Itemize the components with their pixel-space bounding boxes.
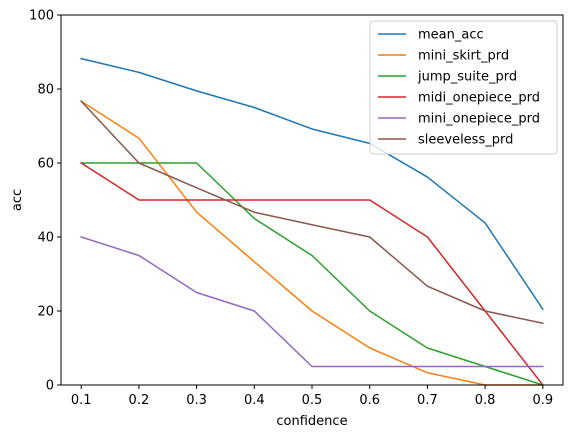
y-tick-label: 20: [37, 305, 54, 320]
y-axis-label: acc: [10, 189, 25, 211]
y-tick-label: 100: [29, 9, 54, 24]
x-tick-label: 0.6: [359, 393, 380, 408]
legend-label-mini_skirt_prd: mini_skirt_prd: [418, 49, 509, 64]
legend-items: mean_acc mini_skirt_prd jump_suite_prdmidi…: [378, 28, 540, 148]
x-tick-label: 0.4: [244, 393, 265, 408]
series-line-sleeveless_prd: [80, 100, 544, 325]
legend-label-mini_onepiece_prd: mini_onepiece_prd: [418, 112, 540, 127]
legend-label-sleeveless_prd: sleeveless_prd: [418, 133, 513, 148]
y-tick-label: 40: [37, 231, 54, 246]
x-axis-ticks: 0.1 0.2 0.3 0.4 0.5 0.6 0.7 0.8 0.9: [71, 385, 553, 408]
series-line-jump_suite_prd: [80, 162, 544, 386]
y-tick-label: 80: [37, 83, 54, 98]
legend-label-jump_suite_prd: jump_suite_prd: [417, 70, 517, 85]
x-tick-label: 0.7: [417, 393, 438, 408]
x-tick-label: 0.5: [302, 393, 323, 408]
x-tick-label: 0.1: [71, 393, 92, 408]
series-line-mean_acc: [80, 57, 544, 311]
legend-label-midi_onepiece_prd: midi_onepiece_prd: [418, 91, 540, 106]
x-tick-label: 0.3: [186, 393, 207, 408]
x-tick-label: 0.9: [532, 393, 553, 408]
x-tick-label: 0.8: [475, 393, 496, 408]
series-line-midi_onepiece_prd: [80, 161, 544, 387]
y-axis-ticks: 0 20 40 60 80 100: [29, 9, 61, 394]
series-layer: [80, 57, 544, 387]
y-tick-label: 0: [46, 379, 54, 394]
x-axis-label: confidence: [276, 414, 347, 429]
series-line-mini_onepiece_prd: [80, 236, 544, 368]
legend-label-mean_acc: mean_acc: [418, 28, 484, 43]
legend-box: [369, 20, 558, 155]
y-tick-label: 60: [37, 157, 54, 172]
x-tick-label: 0.2: [129, 393, 150, 408]
legend: mean_acc mini_skirt_prd jump_suite_prdmidi…: [369, 20, 558, 155]
